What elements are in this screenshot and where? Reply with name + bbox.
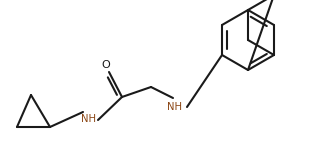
Text: NH: NH <box>168 102 182 112</box>
Text: O: O <box>102 60 110 70</box>
Text: NH: NH <box>82 114 97 124</box>
